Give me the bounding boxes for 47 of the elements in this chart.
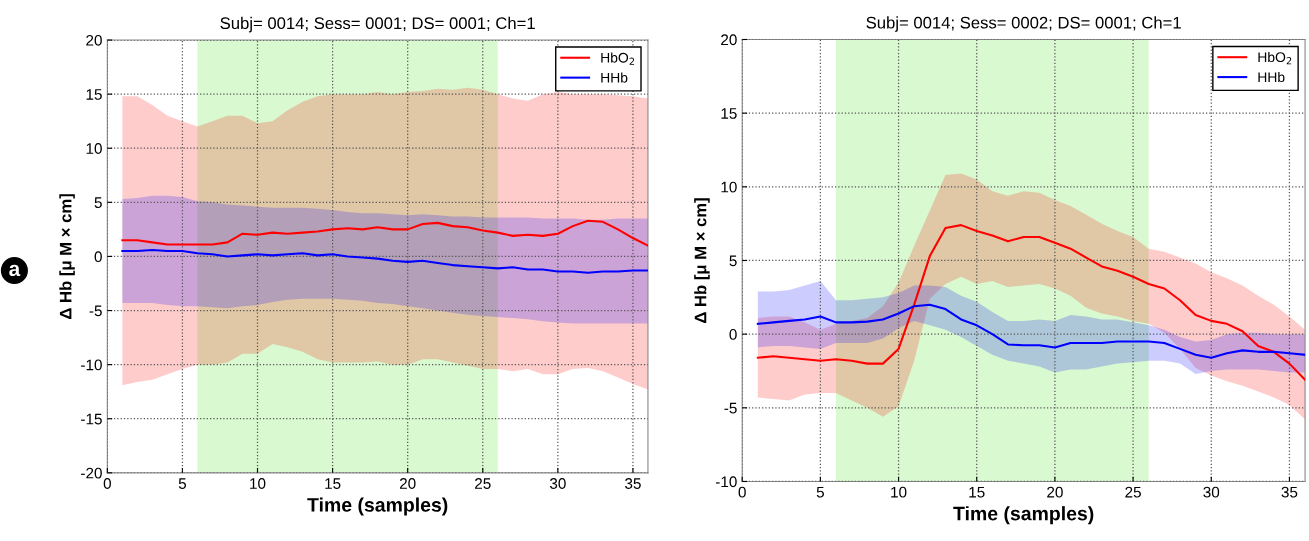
y-tick-label: -5 — [89, 305, 102, 317]
legend-label: HHb — [1258, 71, 1285, 83]
x-tick-label: 0 — [103, 478, 111, 489]
y-tick-label: 10 — [86, 143, 102, 154]
line-series — [121, 248, 648, 274]
x-tick-label: 35 — [1281, 486, 1298, 498]
x-tick-label: 30 — [549, 478, 566, 489]
y-tick-label: 10 — [721, 181, 737, 193]
x-tick-label: 5 — [178, 478, 187, 489]
x-tick-label: 25 — [1125, 486, 1141, 498]
legend-label: HHb — [601, 72, 628, 83]
x-tick-label: 25 — [475, 478, 491, 489]
y-tick-label: -5 — [724, 402, 737, 414]
y-tick-label: 20 — [721, 34, 737, 46]
y-tick-label: 0 — [94, 251, 102, 263]
legend-label: HbO$_{2}$ — [1258, 51, 1292, 65]
x-axis-title: Time (samples) — [307, 497, 448, 516]
legend-label: HbO$_{2}$ — [601, 52, 635, 65]
x-axis-title: Time (samples) — [953, 506, 1094, 525]
y-tick-label: 15 — [721, 108, 737, 119]
line-series — [121, 219, 648, 247]
y-tick-label: -10 — [715, 476, 737, 488]
y-tick-label: 0 — [729, 329, 737, 340]
y-axis-title: Δ Hb [μ M × cm] — [59, 194, 75, 319]
x-tick-label: 15 — [969, 486, 985, 498]
x-tick-label: 30 — [1203, 486, 1220, 498]
x-tick-label: 0 — [738, 486, 746, 498]
x-tick-label: 20 — [399, 478, 416, 489]
line-series — [756, 224, 1306, 381]
y-tick-label: 20 — [86, 34, 102, 46]
y-axis-title: Δ Hb [μ M × cm] — [694, 198, 710, 323]
y-tick-label: 5 — [94, 197, 102, 209]
x-tick-label: 35 — [625, 478, 641, 489]
x-tick-label: 5 — [816, 486, 824, 498]
y-tick-label: -20 — [81, 467, 102, 479]
x-tick-label: 20 — [1047, 486, 1063, 498]
y-tick-label: 5 — [729, 255, 737, 267]
x-tick-label: 10 — [250, 478, 266, 489]
y-tick-label: -15 — [81, 413, 102, 425]
chart-title: Subj= 0014; Sess= 0001; DS= 0001; Ch=1 — [220, 16, 535, 33]
x-tick-label: 15 — [325, 478, 341, 489]
x-tick-label: 10 — [891, 486, 907, 498]
y-tick-label: 15 — [86, 89, 102, 100]
line-series — [756, 303, 1306, 359]
text: a — [9, 264, 21, 277]
y-tick-label: -10 — [81, 359, 102, 371]
chart-title: Subj= 0014; Sess= 0002; DS= 0001; Ch=1 — [866, 16, 1181, 32]
